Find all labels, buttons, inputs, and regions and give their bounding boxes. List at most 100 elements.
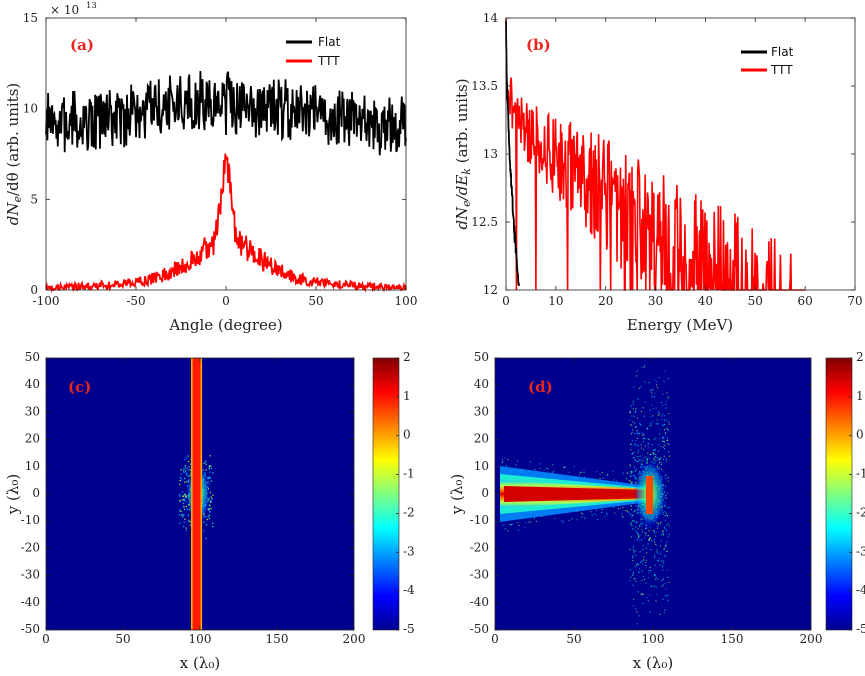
particle (632, 475, 634, 477)
particle (568, 471, 570, 473)
particle (209, 471, 211, 473)
particle (668, 443, 670, 445)
particle (504, 528, 506, 530)
particle (650, 549, 652, 551)
particle (606, 514, 608, 516)
particle (205, 537, 207, 540)
particle (636, 417, 638, 419)
xtick-label: 100 (395, 294, 418, 308)
particle (654, 456, 656, 458)
particle (636, 432, 638, 434)
particle (188, 521, 190, 523)
particle (645, 547, 647, 549)
colorbar-tick-label: 2 (856, 350, 864, 364)
particle (646, 458, 648, 460)
particle (658, 377, 660, 379)
particle (184, 497, 186, 499)
particle (657, 523, 659, 525)
particle (636, 444, 638, 446)
ytick-label: 20 (474, 432, 489, 446)
particle (647, 600, 649, 602)
particle (187, 515, 190, 517)
particle (597, 518, 599, 520)
particle (633, 511, 635, 513)
particle (634, 578, 636, 580)
particle (189, 463, 192, 465)
xtick-label: 20 (598, 294, 613, 308)
ytick-label: 10 (23, 102, 38, 116)
ytick-label: 0 (481, 486, 489, 500)
ytick-label: 20 (25, 432, 40, 446)
particle (210, 507, 212, 510)
colorbar-tick-label: -3 (403, 544, 415, 558)
particle (654, 539, 656, 541)
particle (619, 507, 621, 509)
particle (662, 584, 664, 586)
particle (654, 449, 656, 451)
particle (630, 424, 632, 426)
particle (662, 534, 664, 536)
particle (642, 602, 644, 604)
particle (665, 545, 667, 547)
xtick-label: 0 (491, 632, 499, 646)
panel-c-colorbar-ticks: 2 1 0 -1 -2 -3 -4 -5 (396, 350, 415, 636)
particle (622, 472, 624, 474)
particle (643, 593, 645, 595)
particle (638, 433, 640, 435)
particle (211, 498, 213, 500)
particle (510, 524, 512, 526)
panel-a-ticks: -100 -50 0 50 100 0 5 10 15 (23, 11, 418, 308)
particle (635, 444, 637, 446)
particle (654, 392, 656, 394)
particle (666, 427, 668, 429)
particle (631, 483, 633, 485)
particle (606, 474, 608, 476)
particle (208, 514, 211, 516)
ytick-label: 12.5 (471, 215, 498, 229)
particle (636, 611, 638, 613)
panel-d-ticks: 0 50 100 150 200 -50 -40 -30 -20 -10 0 10 20 30 40 50 (470, 350, 823, 646)
particle (654, 555, 656, 557)
ytick-label: -20 (21, 540, 40, 554)
particle (553, 470, 555, 472)
particle (656, 460, 658, 462)
particle (640, 459, 642, 461)
particle (634, 422, 636, 424)
particle (640, 444, 642, 446)
particle (630, 433, 632, 435)
particle (658, 410, 660, 412)
particle (664, 444, 666, 446)
particle (634, 476, 636, 478)
panel-a: -100 -50 0 50 100 0 5 10 15 × 10 13 (a) Angle (d… (4, 1, 417, 334)
particle (209, 477, 211, 479)
particle (205, 469, 207, 471)
particle (664, 423, 666, 425)
particle (649, 425, 651, 427)
particle (590, 511, 592, 513)
particle (632, 514, 634, 516)
particle (212, 526, 214, 528)
particle (636, 531, 638, 533)
particle (203, 521, 205, 523)
particle (664, 609, 666, 611)
particle (634, 411, 636, 413)
ytick-label: -40 (470, 595, 489, 609)
particle (579, 473, 581, 475)
particle (182, 502, 185, 504)
particle (650, 422, 652, 424)
particle (524, 527, 526, 529)
colorbar-tick-label: -2 (403, 505, 415, 519)
particle (627, 511, 629, 513)
legend-a-ttt-label: TTT (317, 54, 340, 68)
colorbar-tick-label: 2 (403, 350, 411, 364)
ytick-label: 30 (25, 404, 40, 418)
particle (180, 495, 182, 497)
particle (657, 525, 659, 527)
colorbar-tick-label: -1 (856, 467, 865, 481)
particle (636, 563, 638, 565)
particle (665, 458, 667, 460)
particle (661, 560, 663, 562)
particle (210, 501, 212, 503)
particle (639, 539, 641, 541)
